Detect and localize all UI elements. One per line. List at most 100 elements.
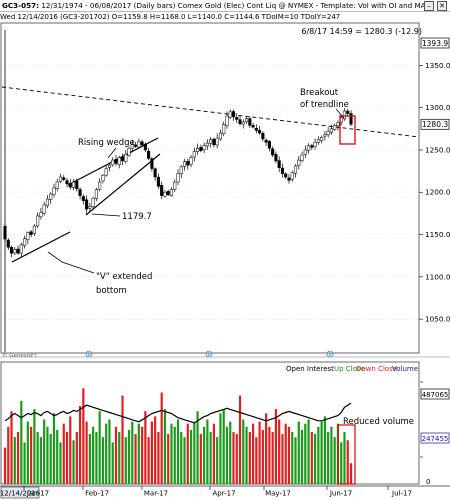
volume-bar-down [167, 434, 170, 484]
volume-bar-up [101, 437, 105, 484]
volume-bar-up [206, 419, 209, 484]
volume-bar-down [349, 463, 353, 484]
volume-bar-down [114, 426, 118, 484]
volume-bar-down [3, 447, 7, 484]
month-label: May-17 [265, 490, 291, 498]
candle [42, 201, 46, 216]
volume-bar-up [124, 437, 127, 484]
svg-text:B: B [207, 352, 210, 358]
candle [45, 195, 49, 209]
volume-bar-up [333, 437, 336, 484]
volume-bar-down [258, 421, 261, 484]
candle [160, 181, 164, 200]
candle [316, 136, 320, 145]
event-marker-apr[interactable]: B [205, 350, 213, 358]
candle [134, 141, 138, 148]
volume-bar-up [49, 434, 52, 484]
event-marker-feb[interactable]: B [85, 350, 93, 358]
volume-bar-down [310, 432, 313, 484]
candle [124, 150, 128, 164]
volume-bar-up [56, 429, 59, 484]
candle [3, 223, 7, 243]
low-value-label: 1179.7 [122, 212, 152, 222]
candle [117, 155, 121, 169]
volume-bar-up [127, 429, 131, 484]
candle [238, 115, 242, 126]
candle [336, 120, 340, 131]
volume-bar-down [268, 426, 271, 484]
candle [75, 178, 79, 192]
volume-bar-down [157, 432, 160, 484]
candle [313, 138, 317, 150]
candle [320, 135, 324, 144]
candle [65, 178, 69, 188]
volume-bar-up [39, 437, 43, 484]
open-interest-line [4, 402, 352, 424]
volume-bar-up [203, 426, 206, 484]
volume-bar-up [88, 434, 91, 484]
candle [231, 109, 236, 121]
candle [52, 183, 56, 198]
candle [23, 235, 27, 249]
candle [244, 117, 249, 124]
volume-bar-up [180, 432, 183, 484]
candle [9, 245, 14, 258]
candle [349, 110, 353, 127]
volume-bar-up [108, 419, 111, 484]
candle [215, 133, 219, 149]
candle [150, 156, 154, 172]
volume-bar-down [30, 426, 33, 484]
volume-bar-down [271, 432, 274, 484]
svg-text:B: B [328, 352, 331, 358]
candle [176, 169, 180, 186]
event-marker-jun[interactable]: B [326, 350, 334, 358]
volume-bar-up [170, 423, 173, 484]
candle [186, 158, 190, 170]
candle [91, 196, 95, 209]
candle [104, 165, 108, 177]
volume-bar-down [261, 429, 264, 484]
candle [254, 124, 258, 134]
candle [58, 173, 63, 184]
candle [228, 109, 232, 120]
close-icon[interactable]: ✕ [437, 1, 447, 11]
volume-bar-up [36, 432, 39, 484]
volume-bar-down [251, 423, 255, 484]
breakout-label-1: Breakout [300, 88, 339, 98]
volume-bar-down [16, 432, 20, 484]
volume-bar-down [232, 432, 235, 484]
candle [147, 147, 151, 160]
candle [78, 187, 82, 200]
candle [280, 163, 285, 178]
candle [111, 157, 115, 167]
candle [303, 145, 307, 158]
month-label: Feb-17 [85, 490, 109, 498]
volume-bar-up [307, 419, 310, 484]
volume-bar-down [150, 421, 153, 484]
volume-bar-down [62, 423, 65, 484]
candle [71, 179, 76, 191]
month-label: Jul-17 [391, 490, 412, 498]
volume-bar-up [92, 426, 95, 484]
copyright-label: © GenesisFT [2, 352, 38, 359]
candle [39, 207, 43, 220]
candle [326, 127, 330, 138]
oi-value-box [420, 388, 450, 400]
volume-bar-down [85, 421, 88, 484]
legend-down-close: Down Close [356, 365, 397, 373]
candle [297, 156, 301, 170]
volume-bar-up [72, 440, 75, 484]
volume-zero-label: 0 [426, 478, 430, 486]
breakout-arrow [335, 108, 345, 119]
breakout-highlight-box [339, 115, 356, 145]
volume-bar-down [199, 434, 202, 484]
candle [189, 154, 193, 168]
minimize-icon[interactable]: – [424, 1, 434, 11]
volume-bar-down [7, 426, 10, 484]
volume-bar-up [20, 400, 23, 484]
candle [94, 187, 98, 202]
volume-bar-up [111, 442, 114, 484]
selected-date-box[interactable] [0, 486, 40, 499]
volume-bar-up [131, 421, 134, 484]
